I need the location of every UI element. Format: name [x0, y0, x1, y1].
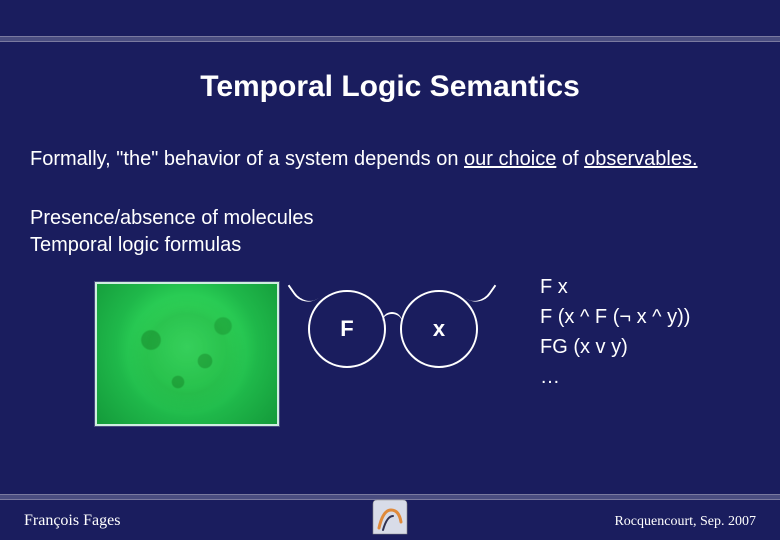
body-bullets: Presence/absence of molecules Temporal l… — [30, 205, 314, 259]
institution-logo — [369, 496, 411, 538]
glasses-diagram: F x — [300, 268, 490, 373]
bullet-1: Presence/absence of molecules — [30, 205, 314, 232]
formula-3: FG (x v y) — [540, 332, 690, 362]
glasses-lens-left: F — [308, 290, 386, 368]
lens-left-label: F — [340, 316, 353, 342]
glasses-bridge — [382, 312, 402, 328]
formula-2: F (x ^ F (¬ x ^ y)) — [540, 302, 690, 332]
glasses-temple-left — [288, 275, 319, 308]
footer-location-date: Rocquencourt, Sep. 2007 — [614, 514, 756, 530]
formula-1: F x — [540, 272, 690, 302]
lens-right-label: x — [433, 316, 445, 342]
slide-title: Temporal Logic Semantics — [0, 70, 780, 104]
intro-underlined-2: observables. — [584, 148, 697, 170]
slide: Temporal Logic Semantics Formally, "the"… — [0, 0, 780, 540]
bullet-2: Temporal logic formulas — [30, 232, 314, 259]
microscopy-image — [95, 282, 279, 426]
intro-underlined-1: our choice — [464, 148, 556, 170]
glasses-temple-right — [466, 275, 497, 308]
intro-pre: Formally, "the" behavior of a system dep… — [30, 148, 464, 170]
footer-author: François Fages — [24, 512, 120, 530]
formula-4: … — [540, 362, 690, 392]
glasses-lens-right: x — [400, 290, 478, 368]
top-separator-bar — [0, 36, 780, 42]
formula-list: F x F (x ^ F (¬ x ^ y)) FG (x v y) … — [540, 272, 690, 392]
intro-mid: of — [556, 148, 584, 170]
intro-text: Formally, "the" behavior of a system dep… — [30, 148, 750, 171]
